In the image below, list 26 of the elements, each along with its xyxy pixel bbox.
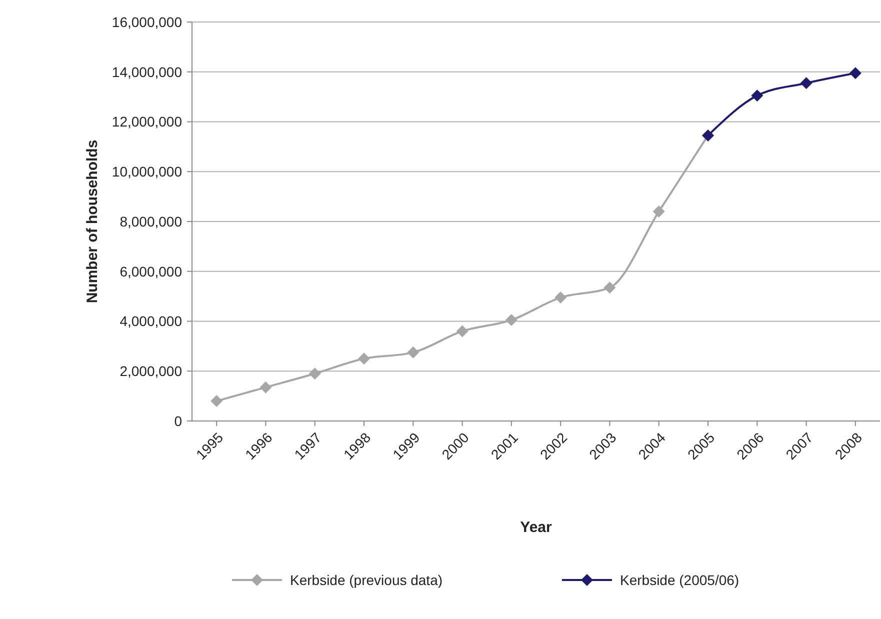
point <box>260 381 272 394</box>
y-tick-label: 4,000,000 <box>120 313 182 330</box>
x-axis-title: Year <box>520 519 552 536</box>
legend-label: Kerbside (previous data) <box>290 572 443 588</box>
y-tick-label: 10,000,000 <box>112 164 182 180</box>
y-axis-title: Number of households <box>84 140 101 304</box>
point <box>308 368 321 380</box>
y-tick-label: 16,000,000 <box>112 14 182 30</box>
point <box>849 67 862 80</box>
y-tick-label: 2,000,000 <box>120 363 182 380</box>
point <box>456 325 468 338</box>
y-tick-label: 0 <box>174 412 182 429</box>
legend-label: Kerbside (2005/06) <box>620 572 740 588</box>
point <box>800 77 812 90</box>
y-tick-label: 6,000,000 <box>120 263 182 280</box>
y-tick-label: 8,000,000 <box>120 213 182 230</box>
y-tick-label: 14,000,000 <box>112 64 182 80</box>
point <box>358 352 370 365</box>
point <box>652 206 665 218</box>
point <box>505 314 518 326</box>
point <box>751 90 764 102</box>
point <box>604 282 616 294</box>
y-tick-label: 12,000,000 <box>112 114 182 130</box>
point <box>407 346 420 358</box>
point <box>210 395 223 408</box>
point <box>554 292 567 304</box>
